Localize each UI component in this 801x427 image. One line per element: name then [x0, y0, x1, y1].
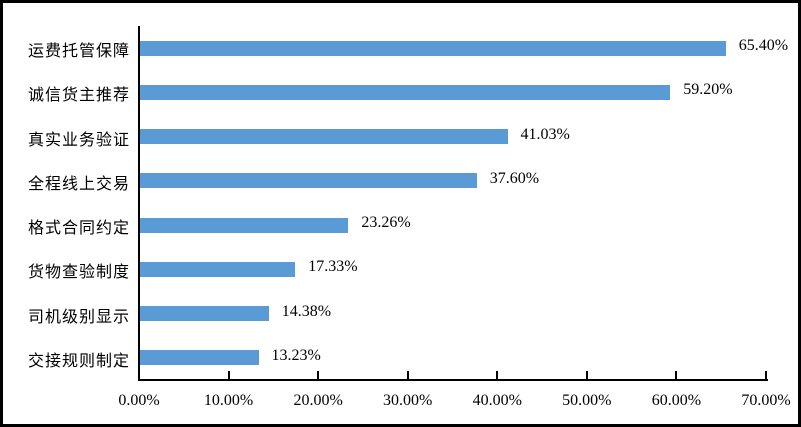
- x-tick-label: 10.00%: [203, 392, 254, 409]
- bar: [140, 350, 259, 366]
- value-label: 59.20%: [683, 81, 733, 99]
- x-axis-line: [138, 379, 768, 381]
- x-tick-label: 50.00%: [562, 392, 612, 409]
- x-axis-tick: [765, 371, 767, 379]
- x-tick-label: 40.00%: [472, 392, 522, 409]
- x-axis-tick: [317, 371, 320, 379]
- bar: [140, 306, 269, 322]
- bar: [140, 40, 726, 56]
- value-label: 14.38%: [281, 302, 332, 320]
- value-label: 17.33%: [308, 258, 358, 276]
- value-label: 23.26%: [361, 214, 411, 232]
- category-label: 交接规则制定: [27, 352, 130, 370]
- category-label: 真实业务验证: [27, 131, 130, 149]
- category-label: 货物查验制度: [27, 264, 130, 282]
- x-axis-tick: [585, 371, 588, 379]
- x-tick-label: 20.00%: [293, 392, 343, 409]
- category-label: 格式合同约定: [27, 220, 130, 238]
- value-label: 13.23%: [271, 346, 321, 364]
- bar: [140, 261, 296, 277]
- value-label: 37.60%: [489, 169, 540, 187]
- category-label: 司机级别显示: [27, 308, 130, 326]
- plot-area: 运费托管保障 65.40% 诚信货主推荐 59.20% 真实业务验证 41.03% 全程线上…: [3, 3, 798, 424]
- x-axis-tick: [406, 371, 409, 379]
- bar: [140, 129, 508, 145]
- category-label: 全程线上交易: [27, 175, 130, 193]
- bar: [140, 84, 671, 100]
- y-axis-line: [138, 26, 140, 381]
- x-tick-label: 60.00%: [651, 392, 702, 409]
- value-label: 65.40%: [738, 37, 789, 55]
- x-tick-label: 70.00%: [741, 392, 791, 409]
- x-axis-tick: [496, 371, 499, 379]
- x-tick-label: 30.00%: [383, 392, 433, 409]
- value-label: 41.03%: [520, 125, 570, 143]
- bar: [140, 173, 477, 189]
- x-axis-tick: [138, 371, 140, 379]
- category-label: 运费托管保障: [27, 43, 130, 61]
- x-axis-tick: [675, 371, 678, 379]
- x-axis-tick: [227, 371, 230, 379]
- bar: [140, 217, 349, 233]
- category-label: 诚信货主推荐: [27, 87, 130, 105]
- x-tick-label: 0.00%: [118, 392, 160, 409]
